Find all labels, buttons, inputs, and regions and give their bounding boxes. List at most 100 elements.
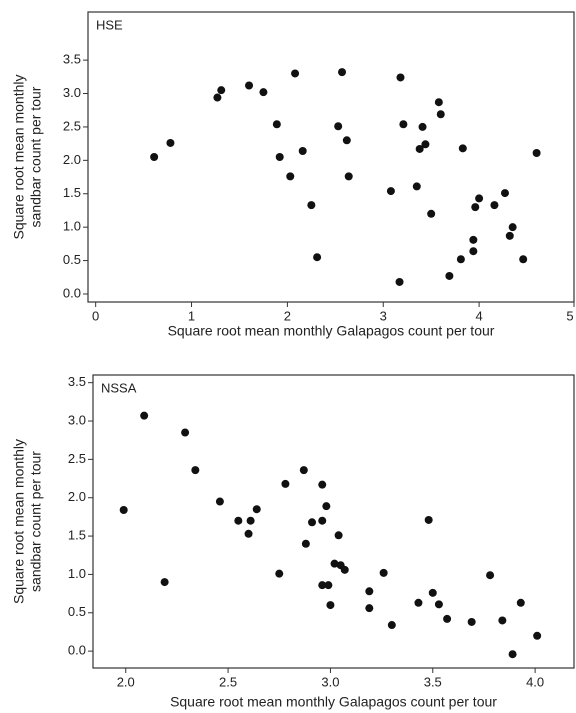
panel-label: HSE (96, 17, 123, 32)
data-point (160, 578, 169, 587)
data-point (324, 581, 333, 590)
data-point (245, 81, 254, 90)
data-point (469, 235, 478, 244)
data-point (181, 428, 190, 437)
data-point (330, 559, 339, 568)
data-point (434, 600, 443, 609)
data-point (313, 253, 322, 262)
data-point (334, 531, 343, 540)
data-point (365, 604, 374, 613)
x-tick-label: 0 (92, 308, 99, 323)
data-point (326, 601, 335, 610)
y-tick-label: 3.0 (68, 412, 86, 427)
data-point (412, 182, 421, 191)
data-point (436, 110, 445, 119)
data-point (334, 122, 343, 131)
data-point (415, 144, 424, 153)
data-point (338, 68, 347, 77)
data-point (469, 247, 478, 256)
data-point (340, 565, 349, 574)
y-tick-label: 2.0 (68, 489, 86, 504)
data-point (298, 146, 307, 155)
data-point (500, 189, 509, 198)
data-point (387, 621, 396, 630)
data-point (471, 203, 480, 212)
y-tick-label: 0.0 (68, 643, 86, 658)
x-tick-label: 2.0 (117, 674, 135, 689)
y-tick-label: 1.5 (63, 185, 81, 200)
data-point (166, 138, 175, 147)
data-point (246, 516, 255, 525)
data-point (318, 581, 327, 590)
data-point (344, 172, 353, 181)
data-point (475, 194, 484, 203)
data-point (505, 231, 514, 240)
y-tick-label: 3.5 (68, 374, 86, 389)
data-point (467, 617, 476, 626)
data-point (445, 271, 454, 280)
data-point (213, 93, 222, 102)
data-point (119, 505, 128, 514)
y-tick-label: 0.5 (63, 252, 81, 267)
data-point (307, 201, 316, 210)
data-point (399, 120, 408, 129)
y-tick-label: 3.5 (63, 52, 81, 67)
x-axis-label: Square root mean monthly Galapagos count… (168, 323, 495, 339)
y-tick-label: 1.0 (68, 566, 86, 581)
data-point (532, 148, 541, 157)
data-point (379, 568, 388, 577)
data-point (508, 650, 517, 659)
data-point (322, 502, 331, 511)
x-tick-label: 2 (284, 308, 291, 323)
x-tick-label: 3.5 (424, 674, 442, 689)
x-tick-label: 4 (475, 308, 482, 323)
data-point (286, 172, 295, 181)
data-point (421, 140, 430, 149)
y-tick-label: 1.0 (63, 219, 81, 234)
x-tick-label: 1 (188, 308, 195, 323)
x-tick-label: 4.0 (526, 674, 544, 689)
y-tick-label: 3.0 (63, 85, 81, 100)
data-point (301, 539, 310, 548)
data-point (275, 153, 284, 161)
panel-label: NSSA (101, 380, 137, 395)
y-tick-label: 2.0 (63, 152, 81, 167)
y-tick-label: 1.5 (68, 528, 86, 543)
y-tick-label: 2.5 (68, 451, 86, 466)
data-point (428, 588, 437, 597)
data-point (234, 516, 243, 525)
y-tick-label: 0.0 (63, 285, 81, 300)
data-point (259, 88, 268, 97)
panel: NSSA 0.0 0.5 1.0 1.5 2.0 2.5 3.0 3.5 2.0 2.5 3.0 3.5… (11, 374, 575, 710)
data-point (418, 122, 427, 131)
data-point (456, 255, 465, 264)
plot-frame (87, 11, 575, 303)
data-point (508, 223, 517, 232)
plot-frame (92, 374, 575, 669)
data-point (291, 69, 300, 78)
y-axis-label: sandbar count per tour (28, 86, 44, 227)
data-point (275, 569, 284, 578)
data-point (252, 505, 261, 514)
data-point (365, 587, 374, 596)
y-axis-label: sandbar count per tour (28, 451, 44, 592)
y-axis-label: Square root mean monthly (11, 439, 27, 604)
y-axis-label: Square root mean monthly (11, 75, 27, 240)
data-point (443, 614, 452, 623)
data-point (308, 518, 317, 527)
data-point (486, 571, 495, 580)
y-tick-label: 2.5 (63, 118, 81, 133)
data-point (434, 98, 443, 107)
x-tick-label: 3 (380, 308, 387, 323)
y-tick-label: 0.5 (68, 604, 86, 619)
data-point (140, 411, 149, 420)
data-point (272, 120, 281, 129)
data-point (244, 529, 253, 538)
data-point (414, 598, 423, 607)
data-point (299, 466, 308, 475)
data-point (533, 631, 542, 640)
x-tick-label: 2.5 (219, 674, 237, 689)
data-point (395, 277, 404, 286)
